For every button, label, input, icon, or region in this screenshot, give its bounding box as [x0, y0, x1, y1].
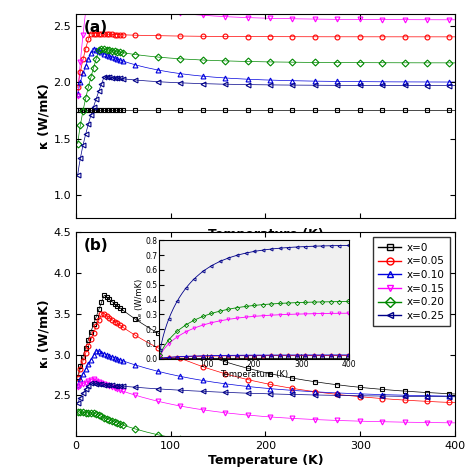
X-axis label: Temperature (K): Temperature (K): [208, 454, 323, 467]
Y-axis label: κ (W/mK): κ (W/mK): [37, 83, 50, 149]
X-axis label: Temperature (K): Temperature (K): [208, 228, 323, 241]
Legend: x=0, x=0.05, x=0.10, x=0.15, x=0.20, x=0.25: x=0, x=0.05, x=0.10, x=0.15, x=0.20, x=0…: [374, 237, 450, 326]
Text: (b): (b): [83, 238, 108, 254]
Text: (a): (a): [83, 20, 108, 36]
Y-axis label: κₗ (W/mK): κₗ (W/mK): [37, 300, 50, 368]
